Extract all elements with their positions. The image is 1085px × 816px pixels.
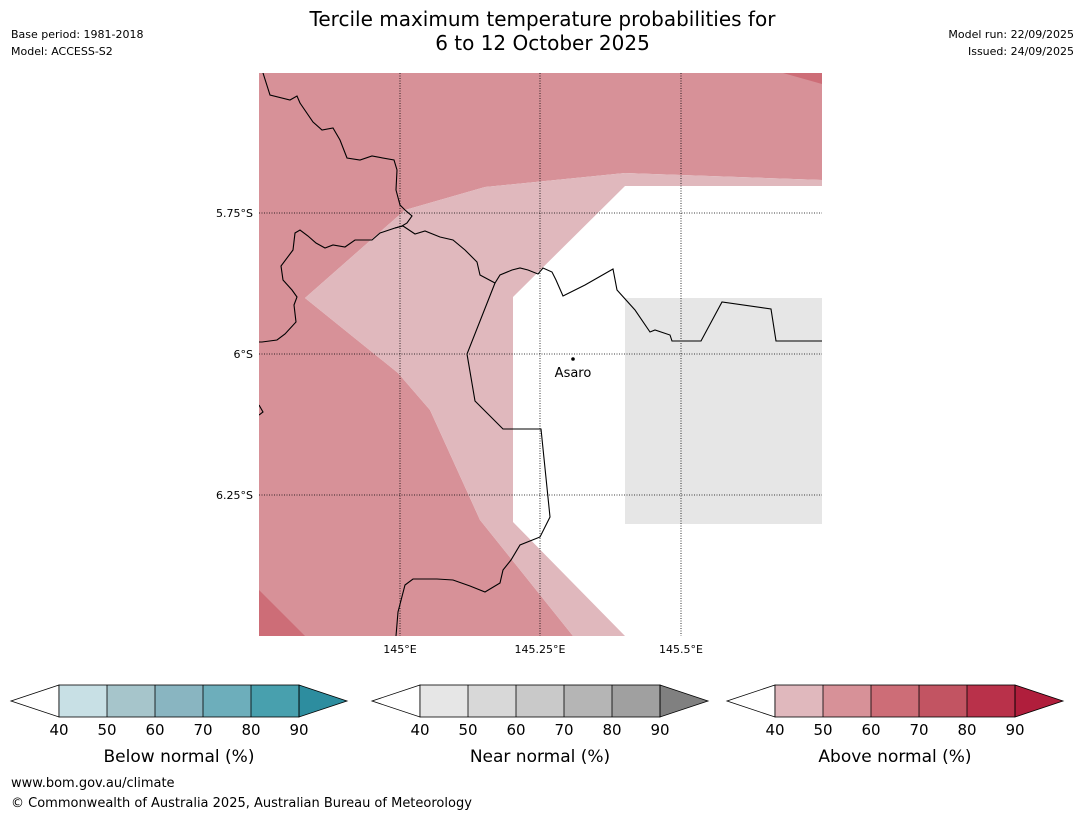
border-line (259, 404, 264, 416)
title-line-2: 6 to 12 October 2025 (435, 31, 650, 55)
colorbar-tick-label: 60 (861, 721, 880, 739)
above-normal-40-region (305, 173, 822, 636)
colorbar-label: Above normal (%) (818, 747, 971, 767)
above-normal-60-corner-bl (259, 590, 305, 636)
colorbar-under-triangle (370, 684, 421, 718)
colorbar-segment (203, 685, 251, 717)
colorbar-segment (823, 685, 871, 717)
model-text: Model: ACCESS-S2 (11, 45, 113, 58)
colorbar-tick-label: 90 (650, 721, 669, 739)
colorbar-tick-label: 50 (813, 721, 832, 739)
colorbar-tick-label: 40 (765, 721, 784, 739)
colorbar-tick-label: 40 (410, 721, 429, 739)
colorbar-tick-label: 60 (145, 721, 164, 739)
colorbar-tick-label: 80 (957, 721, 976, 739)
metadata-right: Model run: 22/09/2025 Issued: 24/09/2025 (948, 26, 1074, 60)
colorbar-below-normal: 40 50 60 70 80 90 Below normal (%) (9, 684, 349, 767)
page-title: Tercile maximum temperature probabilitie… (0, 7, 1085, 55)
colorbar-segment (155, 685, 203, 717)
colorbar-tick-label: 70 (193, 721, 212, 739)
colorbar-tick-label: 70 (909, 721, 928, 739)
colorbar-tick-label: 90 (1005, 721, 1024, 739)
colorbar-tick-label: 50 (97, 721, 116, 739)
colorbar-over-triangle (1014, 684, 1065, 718)
colorbar-segment (59, 685, 107, 717)
lat-label: 6.25°S (216, 489, 253, 502)
colorbar-under-triangle (9, 684, 60, 718)
colorbar-label: Below normal (%) (104, 747, 255, 767)
colorbar-over-triangle (659, 684, 710, 718)
border-line (259, 73, 413, 343)
province-borders (259, 73, 822, 636)
colorbar-tick-label: 80 (602, 721, 621, 739)
issued-text: Issued: 24/09/2025 (967, 45, 1074, 58)
footer-copyright: © Commonwealth of Australia 2025, Austra… (11, 796, 472, 811)
lon-label: 145.5°E (659, 643, 703, 656)
colorbar-tick-label: 80 (241, 721, 260, 739)
colorbar-segment (967, 685, 1015, 717)
footer-url: www.bom.gov.au/climate (11, 776, 175, 791)
colorbar-tick-label: 50 (458, 721, 477, 739)
border-line (394, 225, 822, 342)
lat-label: 5.75°S (216, 207, 253, 220)
near-normal-40-region (625, 298, 822, 524)
colorbar-segment (871, 685, 919, 717)
lat-label: 6°S (234, 348, 253, 361)
colorbar-segment (612, 685, 660, 717)
border-line (395, 282, 551, 636)
colorbar-tick-label: 70 (554, 721, 573, 739)
lon-label: 145.25°E (515, 643, 566, 656)
colorbar-segment (107, 685, 155, 717)
colorbar-near-normal: 40 50 60 70 80 90 Near normal (%) (370, 684, 710, 767)
colorbar-segment (468, 685, 516, 717)
colorbar-tick-label: 60 (506, 721, 525, 739)
colorbar-above-normal: 40 50 60 70 80 90 Above normal (%) (725, 684, 1065, 767)
colorbar-segment (516, 685, 564, 717)
place-marker-asaro (571, 357, 575, 361)
map-panel: Asaro (259, 73, 822, 636)
colorbar-tick-label: 90 (289, 721, 308, 739)
colorbar-segment (919, 685, 967, 717)
colorbar-label: Near normal (%) (470, 747, 610, 767)
colorbar-segment (420, 685, 468, 717)
colorbar-segment (564, 685, 612, 717)
title-line-1: Tercile maximum temperature probabilitie… (309, 7, 776, 31)
colorbar-over-triangle (298, 684, 349, 718)
metadata-left: Base period: 1981-2018 Model: ACCESS-S2 (11, 26, 143, 60)
place-label-asaro: Asaro (555, 366, 592, 381)
base-period-text: Base period: 1981-2018 (11, 28, 144, 41)
colorbar-segment (775, 685, 823, 717)
model-run-text: Model run: 22/09/2025 (948, 28, 1074, 41)
colorbar-under-triangle (725, 684, 776, 718)
colorbar-segment (251, 685, 299, 717)
lon-label: 145°E (383, 643, 416, 656)
above-normal-60-corner-tr (783, 73, 822, 84)
colorbar-tick-label: 40 (49, 721, 68, 739)
